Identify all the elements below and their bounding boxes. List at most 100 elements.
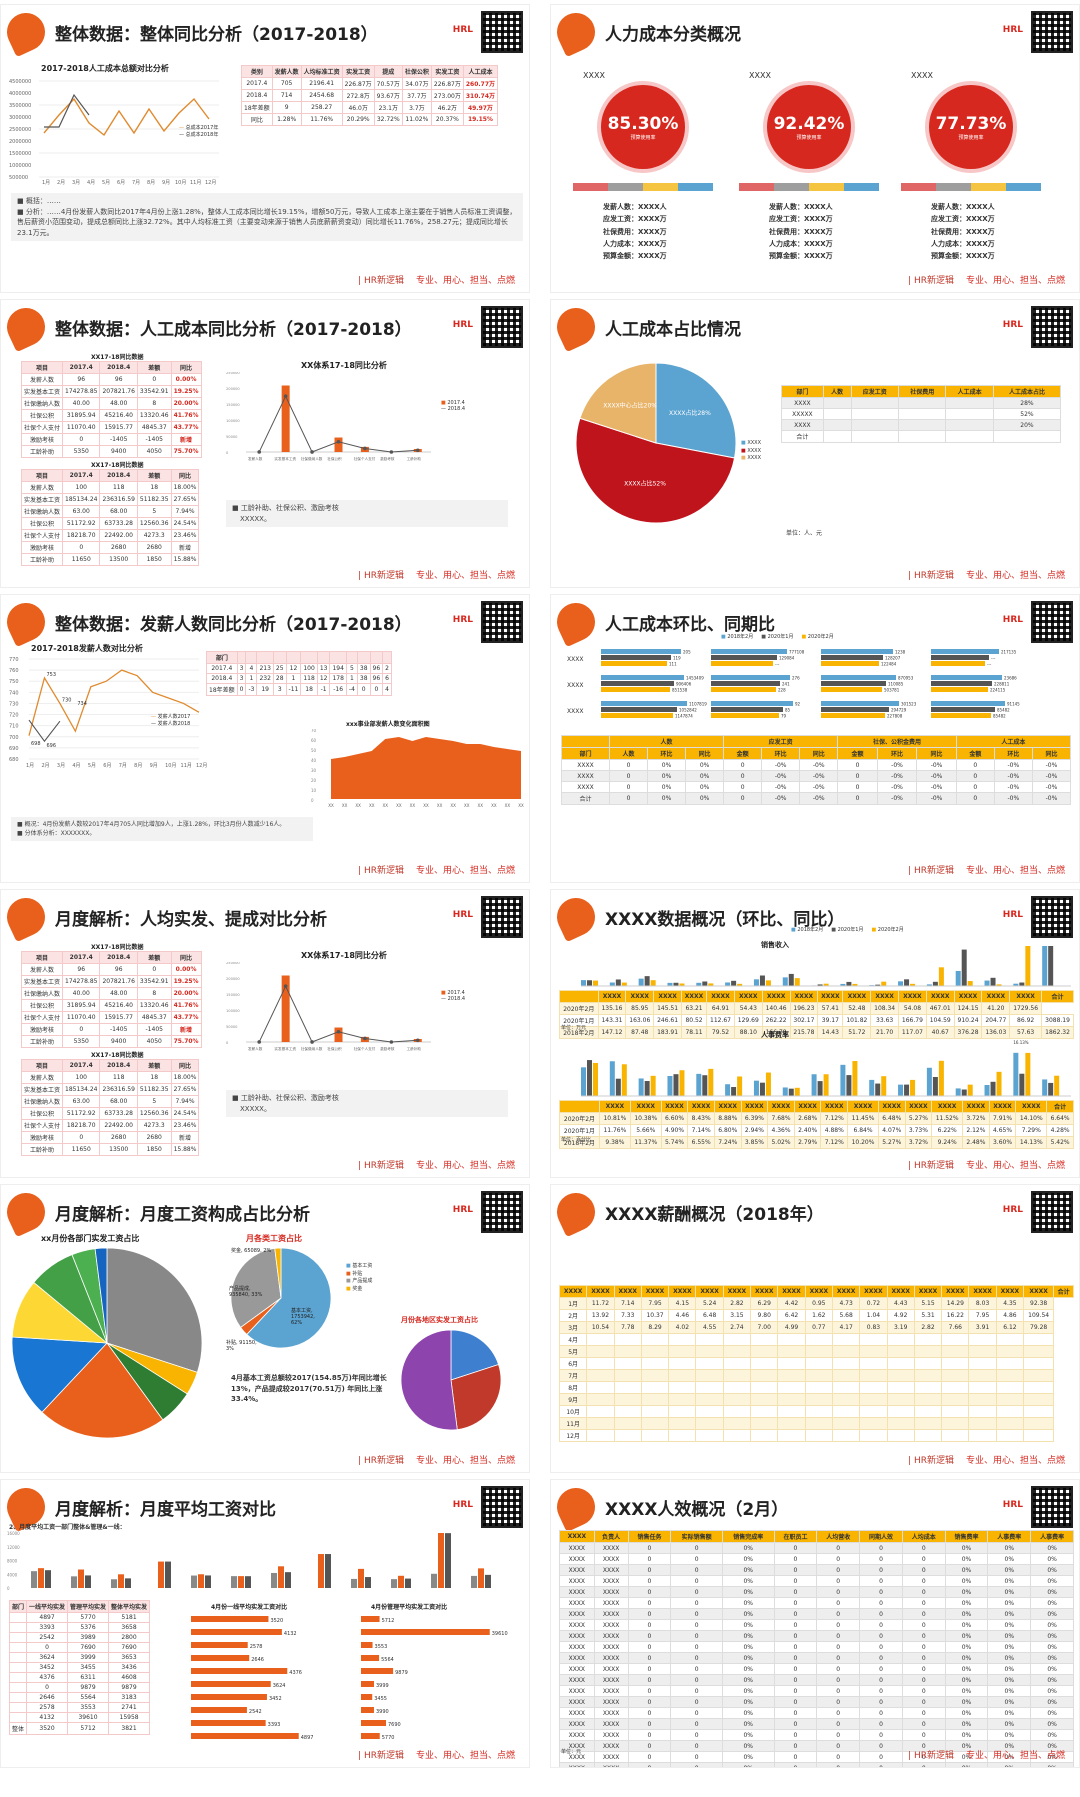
table-cell: 4608 (108, 1672, 151, 1683)
table-cell: 10月 (558, 1405, 588, 1418)
table-cell (850, 408, 900, 420)
table-header-cell: 人数 (822, 385, 852, 398)
table-cell (722, 1429, 752, 1442)
slide-labor-cost-yoy[interactable]: 整体数据：人工成本同比分析（2017-2018） HRL XX17-18同比数据… (0, 299, 530, 588)
usage-sub: 预算使用率 (958, 134, 984, 141)
bar (1019, 1073, 1025, 1096)
table-cell (8, 1712, 28, 1723)
table-cell: 0 (955, 759, 995, 771)
table-cell (722, 1357, 752, 1370)
y-tick: 100000 (226, 1009, 240, 1013)
table-cell: 0% (721, 1663, 775, 1675)
table-cell: 0 (773, 1586, 818, 1598)
table-cell: -0% (876, 792, 918, 805)
bar (711, 649, 787, 654)
bar-label: 2542 (249, 1709, 262, 1715)
table-cell: 0% (944, 1619, 989, 1631)
slide-salary-overview[interactable]: XXXX薪酬概况（2018年） HRL XXXX XXXX XXXX XXXX XXXX… (550, 1184, 1080, 1473)
table-cell: 0 (901, 1630, 946, 1642)
hrl-logo: HRL (452, 910, 473, 920)
table-cell: 15958 (108, 1712, 151, 1723)
footer: | HR新逻辑 专业、用心、担当、点燃 (908, 276, 1065, 286)
bar (961, 949, 967, 986)
slide-header: 人工成本占比情况 (551, 301, 741, 353)
right-chart-title: 4月份管理平均实发工资对比 (371, 1604, 448, 1611)
slide-overall-yoy[interactable]: 整体数据：整体同比分析（2017-2018） HRL 2017-2018人工成本… (0, 4, 530, 293)
pie-slice (11, 1336, 108, 1413)
table-header-cell: XXXX (722, 1285, 752, 1298)
table-row: XXXX 0 0% 0% 0 -0% -0% 0 -0% -0% 0 -0% -0% (561, 781, 1072, 793)
table-cell: 27.65% (170, 493, 200, 506)
bar (601, 707, 677, 712)
table-row: 社保个人支付 18218.70 22492.00 4273.3 23.46% (20, 1119, 200, 1132)
bar-label: 217135 (1001, 650, 1017, 655)
table-cell: 10.81% (598, 1112, 631, 1125)
bar (361, 1707, 374, 1713)
table-cell: 64.91 (706, 1002, 735, 1015)
table-cell: 11.02% (401, 113, 432, 126)
table-cell: 63733.28 (99, 1107, 138, 1120)
table-cell (968, 1357, 997, 1370)
slide-hr-cost-category[interactable]: 人力成本分类概况 HRL XXXX 85.30% 预算使用率 发薪人数：XXXX人 应发… (550, 4, 1080, 293)
bar (932, 1076, 938, 1096)
table-cell: 13500 (99, 553, 138, 566)
slide-header: 人力成本分类概况 (551, 6, 741, 58)
table-header-cell: 金额 (837, 747, 878, 760)
table-header-cell: 同比 (170, 361, 202, 374)
category-label: 发薪人数 (248, 1046, 263, 1051)
table-cell: 0% (1030, 1542, 1074, 1554)
subtitle: 2、月度平均工资一部门整体&管理&一线： (9, 1524, 126, 1531)
slide-labor-cost-share[interactable]: 人工成本占比情况 HRL XXXX占比28% XXXX占比52% XXXX中心占比2… (550, 299, 1080, 588)
table-cell: 新增 (170, 1131, 200, 1144)
table-cell: 51182.35 (136, 1083, 172, 1096)
table-cell: 63.00 (62, 1095, 101, 1108)
table-header-cell: XXXX (597, 990, 627, 1003)
table-cell: 4.02 (668, 1321, 697, 1334)
table-cell: -0% (876, 759, 918, 771)
slide-avg-wage-compare[interactable]: 月度解析：月度平均工资对比 HRL 2、月度平均工资一部门整体&管理&一线： 0… (0, 1479, 530, 1768)
table-cell: 15.88% (170, 553, 200, 566)
bar (869, 1079, 875, 1096)
table-header-cell: 部门 (561, 747, 610, 760)
stat-line: 社保费用：XXXX万 (931, 227, 995, 236)
table-cell: 108.34 (870, 1002, 900, 1015)
table-row: 社保公积 31895.94 45216.40 13320.46 41.76% (20, 999, 202, 1012)
slide-headcount-yoy[interactable]: 整体数据：发薪人数同比分析（2017-2018） HRL 2017-2018发薪… (0, 594, 530, 883)
analysis-text: 4月基本工资总额较2017(154.85万)年同比增长13%，产品提成较2017… (231, 1374, 387, 1403)
table-row: XXXX 20% (781, 419, 1062, 431)
stat-line: 社保费用：XXXX万 (603, 227, 667, 236)
table-cell: 4.42 (777, 1297, 806, 1310)
table-cell: 0% (987, 1630, 1032, 1642)
slide-avg-pay-commission[interactable]: 月度解析：人均实发、提成对比分析 HRL XX17-18同比数据 项目 2017.… (0, 889, 530, 1178)
table-cell: 0 (816, 1729, 861, 1741)
y-tick: 250000 (226, 962, 240, 965)
table-cell: 18218.70 (62, 1119, 101, 1132)
slide-data-overview[interactable]: XXXX数据概况（环比、同比） HRL ■ 2018年2月 ■ 2020年1月 … (550, 889, 1080, 1178)
stat-line: 发薪人数：XXXX人 (931, 203, 995, 211)
table-cell (822, 397, 852, 409)
yoy-tables: XX17-18同比数据 项目 2017.4 2018.4 差额 同比 发薪人数 96 96 0 0… (20, 352, 202, 566)
table-header-cell: XXXX (733, 990, 763, 1003)
data-label: 696 (46, 743, 56, 749)
table-cell: 0 (816, 1608, 861, 1620)
table-cell: 社保缴纳人数 (20, 987, 64, 1000)
table-row: XXXX 0 0% 0% 0 -0% -0% 0 -0% -0% 0 -0% -0% (561, 770, 1072, 782)
slide-header: 整体数据：整体同比分析（2017-2018） (1, 6, 378, 58)
slide-wage-composition[interactable]: 月度解析：月度工资构成占比分析 HRL xx月份各部门实发工资占比 月各类工资占… (0, 1184, 530, 1473)
table-cell (640, 1429, 670, 1442)
table-cell: XXXX (559, 1586, 595, 1598)
table-cell: 5.68 (831, 1309, 861, 1322)
slide-labor-cost-mom[interactable]: 人工成本环比、同期比 HRL ■ 2018年2月 ■ 2020年1月 ■ 202… (550, 594, 1080, 883)
table-cell: 39.17 (817, 1014, 844, 1027)
point-2017 (257, 1040, 262, 1044)
slide-efficiency-overview[interactable]: XXXX人效概况（2月） HRL XXXX 负责人 销售任务 实际销售额 销售完成率 在职… (550, 1479, 1080, 1768)
table-cell (913, 1417, 943, 1430)
table-cell (913, 1405, 943, 1418)
table-row: 4月 (558, 1333, 1074, 1346)
bar (984, 1085, 990, 1096)
stat-line: 发薪人数：XXXX人 (603, 203, 667, 211)
table-cell: XXXX (593, 1630, 629, 1642)
table-row: XXXX XXXX 0 0 0% 0 0 0 0 0% 0% 0% (559, 1641, 1074, 1653)
table-cell: 0 (627, 1575, 672, 1587)
table-cell: 0% (721, 1729, 775, 1741)
